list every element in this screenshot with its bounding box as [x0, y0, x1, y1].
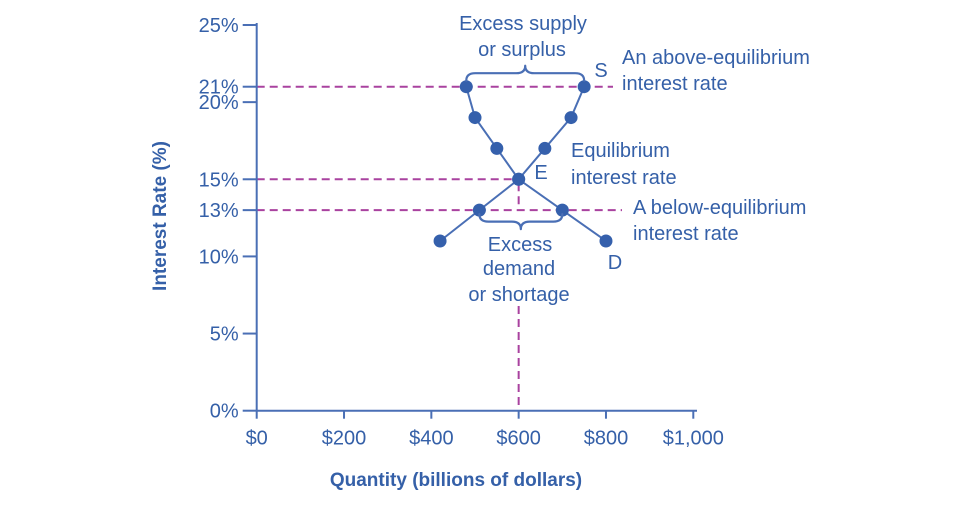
y-tick-label: 15%	[199, 169, 239, 191]
supply-curve-letter: S	[594, 60, 607, 82]
y-tick-label: 5%	[210, 324, 239, 346]
excess-supply-label-line1: Excess supply	[459, 13, 587, 35]
y-tick-label: 20%	[199, 92, 239, 114]
demand-data-point	[599, 234, 613, 248]
above-equilibrium-label-line1: An above-equilibrium	[622, 47, 810, 69]
below-equilibrium-label-line2: interest rate	[633, 223, 739, 245]
y-tick-label: 21%	[199, 77, 239, 99]
excess-demand-label-line1: Excess	[488, 234, 552, 256]
supply-data-point	[512, 172, 526, 186]
supply-data-point	[433, 234, 447, 248]
x-axis-title: Quantity (billions of dollars)	[330, 470, 582, 491]
demand-data-point	[490, 141, 504, 155]
x-tick-label: $1,000	[663, 428, 724, 450]
y-tick-label: 13%	[199, 200, 239, 222]
x-tick-label: $400	[409, 428, 454, 450]
y-axis-title: Interest Rate (%)	[150, 141, 171, 291]
demand-curve-letter: D	[608, 252, 622, 274]
supply-data-point	[564, 111, 578, 125]
x-tick-label: $200	[322, 428, 367, 450]
annotation-labels: Excess supply or surplus S An above-equi…	[150, 13, 810, 491]
supply-data-point	[472, 203, 486, 217]
excess-demand-brace	[478, 213, 564, 231]
excess-demand-label-line3: or shortage	[468, 284, 569, 306]
x-tick-label: $0	[246, 428, 268, 450]
excess-supply-label-line2: or surplus	[478, 39, 566, 61]
y-tick-label: 0%	[210, 401, 239, 423]
y-tick-label: 10%	[199, 246, 239, 268]
excess-demand-label-line2: demand	[483, 258, 555, 280]
demand-data-point	[459, 80, 473, 94]
demand-data-point	[468, 111, 482, 125]
excess-supply-brace	[465, 64, 586, 82]
axes: 0% 5% 10% 13% 15% 20%21% 25% $0 $200 $400 $600 $800…	[199, 15, 724, 450]
equilibrium-point-letter: E	[534, 162, 547, 184]
y-tick-label: 25%	[199, 15, 239, 37]
x-tick-label: $600	[496, 428, 541, 450]
demand-data-point	[555, 203, 569, 217]
equilibrium-label-line2: interest rate	[571, 167, 677, 189]
supply-data-point	[577, 80, 591, 94]
supply-data-point	[538, 141, 552, 155]
equilibrium-label-line1: Equilibrium	[571, 140, 670, 162]
x-tick-label: $800	[584, 428, 629, 450]
braces	[465, 64, 586, 231]
above-equilibrium-label-line2: interest rate	[622, 73, 728, 95]
curves	[433, 80, 613, 248]
dashed-guide-lines	[256, 85, 622, 411]
below-equilibrium-label-line1: A below-equilibrium	[633, 197, 806, 219]
